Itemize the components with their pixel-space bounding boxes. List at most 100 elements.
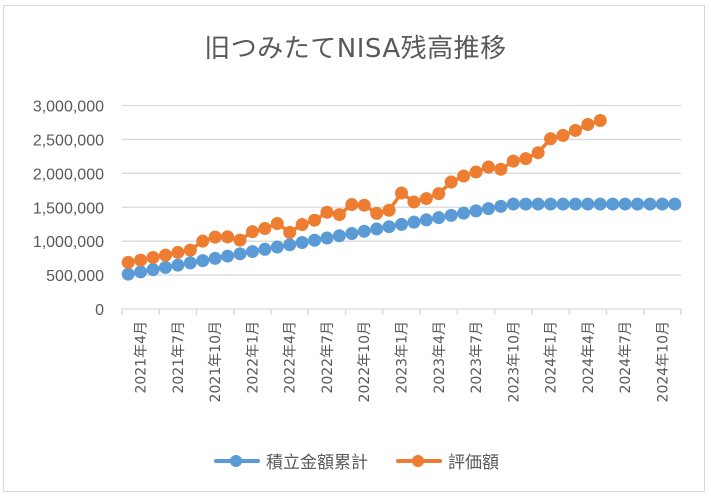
data-point[interactable]: [146, 263, 160, 277]
data-point[interactable]: [270, 240, 284, 254]
data-point[interactable]: [332, 229, 346, 243]
data-point[interactable]: [531, 146, 545, 160]
data-point[interactable]: [233, 247, 247, 261]
data-point[interactable]: [556, 197, 570, 211]
y-axis: 0 500,000 1,000,000 1,500,000 2,000,000 2,500…: [33, 99, 104, 320]
y-tick-label: 500,000: [46, 268, 104, 285]
data-point[interactable]: [196, 254, 210, 268]
data-point[interactable]: [308, 213, 322, 227]
data-point[interactable]: [457, 206, 471, 220]
data-point[interactable]: [668, 197, 682, 211]
data-point[interactable]: [643, 197, 657, 211]
data-point[interactable]: [208, 251, 222, 265]
legend: 積立金額累計 評価額: [0, 448, 711, 473]
data-point[interactable]: [469, 204, 483, 218]
data-point[interactable]: [519, 152, 533, 166]
data-point[interactable]: [171, 245, 185, 259]
data-point[interactable]: [146, 250, 160, 264]
data-point[interactable]: [270, 217, 284, 231]
x-tick-label: 2022年4月: [283, 321, 299, 394]
y-tick-label: 0: [95, 302, 104, 319]
x-tick-label: 2023年10月: [506, 321, 522, 402]
data-point[interactable]: [655, 197, 669, 211]
data-point[interactable]: [506, 154, 520, 168]
data-point[interactable]: [295, 218, 309, 232]
data-point[interactable]: [481, 202, 495, 216]
data-point[interactable]: [221, 230, 235, 244]
legend-item-valuation[interactable]: 評価額: [394, 448, 499, 473]
data-point[interactable]: [221, 249, 235, 263]
data-point[interactable]: [432, 187, 446, 201]
data-point[interactable]: [457, 169, 471, 183]
data-point[interactable]: [444, 175, 458, 189]
data-point[interactable]: [183, 243, 197, 257]
data-point[interactable]: [357, 198, 371, 212]
data-point[interactable]: [481, 160, 495, 174]
y-tick-label: 3,000,000: [33, 99, 104, 116]
data-point[interactable]: [506, 197, 520, 211]
data-point[interactable]: [308, 233, 322, 247]
data-point[interactable]: [581, 117, 595, 131]
data-point[interactable]: [407, 195, 421, 209]
data-point[interactable]: [556, 128, 570, 142]
data-point[interactable]: [581, 197, 595, 211]
data-point[interactable]: [196, 234, 210, 248]
data-point[interactable]: [382, 220, 396, 234]
legend-marker-cumulative: [212, 454, 262, 468]
data-point[interactable]: [171, 258, 185, 272]
data-point[interactable]: [121, 267, 135, 281]
data-point[interactable]: [158, 260, 172, 274]
data-point[interactable]: [158, 248, 172, 262]
data-point[interactable]: [382, 203, 396, 217]
data-point[interactable]: [444, 208, 458, 222]
data-point[interactable]: [419, 213, 433, 227]
data-point[interactable]: [395, 217, 408, 231]
x-tick-label: 2021年4月: [134, 321, 150, 394]
data-point[interactable]: [419, 192, 433, 206]
x-tick-label: 2023年4月: [432, 321, 448, 394]
data-point[interactable]: [593, 113, 607, 127]
data-point[interactable]: [345, 226, 359, 240]
data-point[interactable]: [208, 230, 222, 244]
data-point[interactable]: [606, 197, 620, 211]
data-point[interactable]: [320, 205, 334, 219]
data-point[interactable]: [370, 222, 384, 236]
data-point[interactable]: [134, 265, 148, 279]
legend-item-cumulative[interactable]: 積立金額累計: [212, 448, 368, 473]
data-point[interactable]: [345, 198, 359, 212]
data-point[interactable]: [593, 197, 607, 211]
data-point[interactable]: [245, 245, 259, 259]
data-point[interactable]: [283, 225, 297, 239]
data-point[interactable]: [395, 186, 408, 200]
data-point[interactable]: [631, 197, 645, 211]
data-point[interactable]: [370, 206, 384, 220]
data-point[interactable]: [258, 222, 272, 236]
data-point[interactable]: [320, 231, 334, 245]
data-point[interactable]: [432, 211, 446, 225]
data-point[interactable]: [407, 215, 421, 229]
data-point[interactable]: [494, 162, 508, 176]
data-point[interactable]: [245, 225, 259, 239]
data-point[interactable]: [357, 224, 371, 238]
x-tick-label: 2022年10月: [357, 321, 373, 402]
data-point[interactable]: [544, 132, 558, 146]
data-point[interactable]: [332, 208, 346, 222]
data-point[interactable]: [519, 197, 533, 211]
data-point[interactable]: [121, 255, 135, 269]
data-point[interactable]: [568, 123, 582, 137]
data-point[interactable]: [258, 242, 272, 256]
data-point[interactable]: [531, 197, 545, 211]
data-point[interactable]: [494, 199, 508, 213]
data-point[interactable]: [544, 197, 558, 211]
data-point[interactable]: [233, 233, 247, 247]
x-tick-label: 2024年7月: [618, 321, 634, 394]
data-point[interactable]: [469, 165, 483, 179]
data-point[interactable]: [183, 256, 197, 270]
data-point[interactable]: [618, 197, 632, 211]
data-point[interactable]: [283, 238, 297, 252]
legend-marker-valuation: [394, 454, 444, 468]
x-tick-label: 2021年7月: [171, 321, 187, 394]
data-point[interactable]: [134, 253, 148, 267]
data-point[interactable]: [295, 236, 309, 250]
data-point[interactable]: [568, 197, 582, 211]
